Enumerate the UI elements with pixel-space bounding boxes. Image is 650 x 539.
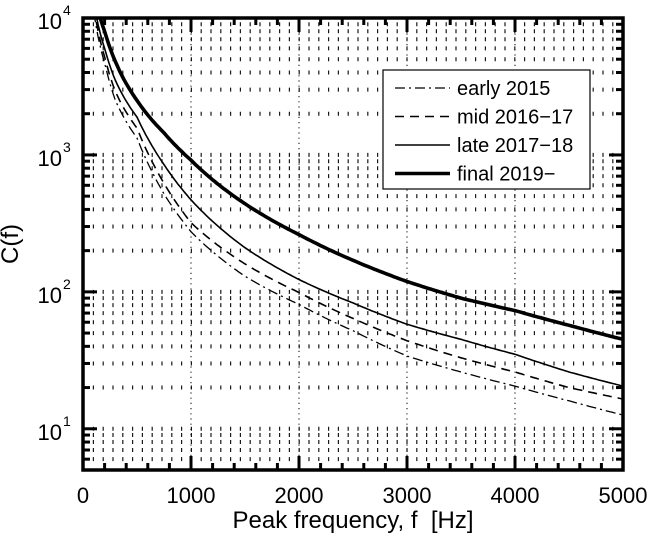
y-axis-label: C(f) xyxy=(0,224,24,264)
legend-label: late 2017−18 xyxy=(457,135,573,157)
y-tick-label: 10 xyxy=(38,420,62,445)
x-tick-label: 5000 xyxy=(599,483,648,508)
y-tick-exponent: 2 xyxy=(63,276,71,292)
curve-solid xyxy=(95,18,623,387)
legend-box xyxy=(382,69,591,190)
plot-frame xyxy=(81,16,625,472)
x-tick-label: 3000 xyxy=(383,483,432,508)
x-tick-label: 4000 xyxy=(491,483,540,508)
x-tick-label: 0 xyxy=(77,483,89,508)
y-tick-exponent: 4 xyxy=(63,2,71,18)
legend-label: early 2015 xyxy=(457,78,550,100)
legend-label: final 2019− xyxy=(457,164,555,186)
y-tick-exponent: 3 xyxy=(63,139,71,155)
x-tick-label: 2000 xyxy=(275,483,324,508)
y-tick-label: 10 xyxy=(38,9,62,34)
curve-dashdot xyxy=(94,18,623,416)
y-tick-exponent: 1 xyxy=(63,413,71,429)
y-tick-label: 10 xyxy=(38,146,62,171)
x-axis-label: Peak frequency, f [Hz] xyxy=(233,507,474,534)
x-tick-label: 1000 xyxy=(167,483,216,508)
curve-dashed xyxy=(94,18,623,400)
legend-label: mid 2016−17 xyxy=(457,107,573,129)
legend: early 2015 mid 2016−17 late 2017−18 final 2… xyxy=(382,69,591,190)
y-tick-label: 10 xyxy=(38,283,62,308)
x-tick-labels: 0 1000 2000 3000 4000 5000 xyxy=(77,483,648,508)
curve-solid xyxy=(98,18,623,342)
data-curves xyxy=(94,18,623,416)
